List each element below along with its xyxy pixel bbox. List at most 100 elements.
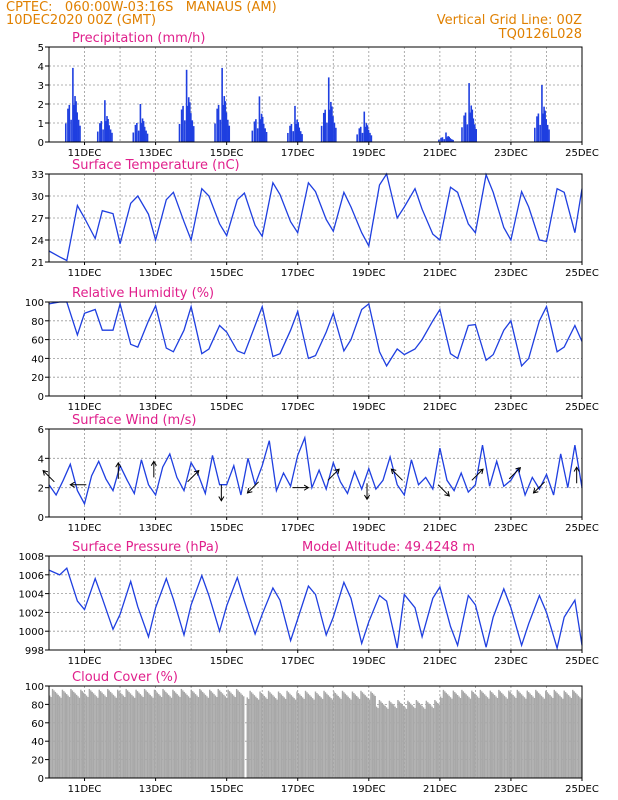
cloud-bar xyxy=(307,693,310,778)
cloud-bar xyxy=(336,694,338,778)
cloud-bar xyxy=(523,697,526,778)
cloud-bar xyxy=(415,699,418,778)
cloud-bar xyxy=(156,692,159,778)
cloud-bar xyxy=(58,696,61,778)
x-tick-label: 21DEC xyxy=(423,268,457,279)
cloud-bar xyxy=(289,693,291,778)
cloud-bar xyxy=(479,689,482,778)
precip-bar xyxy=(356,134,358,142)
cloud-bar xyxy=(141,695,143,778)
precip-bar xyxy=(299,131,302,142)
precip-bar xyxy=(440,137,442,142)
cloud-bar xyxy=(377,708,379,778)
cloud-bar xyxy=(92,693,95,778)
cloud-bar xyxy=(454,692,456,778)
cloud-bar xyxy=(485,695,487,778)
precip-bar xyxy=(534,127,536,142)
cloud-bar xyxy=(180,688,183,778)
cloud-bar xyxy=(148,693,150,778)
cloud-bar xyxy=(388,700,391,778)
cloud-bar xyxy=(57,694,59,778)
cloud-bar xyxy=(488,698,490,778)
cloud-bar xyxy=(375,706,378,778)
cloud-bar xyxy=(247,698,250,778)
cloud-bar xyxy=(437,702,439,778)
precip-bar xyxy=(473,124,476,142)
cloud-bar xyxy=(287,692,290,778)
precip-bar xyxy=(445,132,447,142)
cloud-bar xyxy=(91,691,93,778)
cloud-bar xyxy=(206,696,208,778)
cloud-bar xyxy=(381,702,384,778)
panel-title: Surface Pressure (hPa) xyxy=(72,540,219,555)
precip-bar xyxy=(134,124,137,142)
cloud-bar xyxy=(145,690,147,778)
cloud-bar xyxy=(255,696,257,778)
series-line xyxy=(48,435,583,506)
precip-bar xyxy=(143,126,146,142)
precip-bar xyxy=(100,121,103,142)
precip-bar xyxy=(255,119,257,142)
precip-bar xyxy=(463,115,465,142)
cloud-bar xyxy=(104,695,106,778)
precip-bar xyxy=(258,96,261,142)
precip-bar xyxy=(225,112,228,142)
cloud-bar xyxy=(303,698,305,778)
cloud-bar xyxy=(172,689,174,778)
cloud-bar xyxy=(162,688,164,778)
precip-bar xyxy=(466,124,469,142)
cloud-bar xyxy=(224,696,227,778)
cloud-bar xyxy=(296,691,298,778)
cloud-bar xyxy=(169,696,171,778)
cloud-bar xyxy=(329,696,331,778)
x-tick-label: 21DEC xyxy=(423,784,457,795)
cloud-bar xyxy=(61,689,64,778)
precip-bar xyxy=(331,106,333,142)
precip-bar xyxy=(190,113,192,142)
cloud-bar xyxy=(241,694,244,778)
precip-bar xyxy=(536,116,538,142)
cloud-bar xyxy=(338,697,341,778)
cloud-bar xyxy=(304,690,307,778)
cloud-bar xyxy=(184,693,187,778)
cloud-bar xyxy=(513,696,516,778)
precip-bar xyxy=(369,132,371,142)
cloud-bar xyxy=(579,697,581,778)
x-tick-label: 23DEC xyxy=(494,656,528,667)
precip-bar xyxy=(329,109,331,142)
x-tick-label: 17DEC xyxy=(281,402,315,413)
cloud-bar xyxy=(564,692,567,778)
precip-bar xyxy=(104,100,106,142)
y-tick-label: 1002 xyxy=(19,608,44,619)
precip-bar xyxy=(191,120,194,142)
precip-bar xyxy=(227,119,229,142)
cloud-bar xyxy=(142,697,144,778)
cloud-bar xyxy=(87,697,89,778)
precip-bar xyxy=(448,136,450,142)
series-line xyxy=(48,172,583,262)
precip-bar xyxy=(548,129,550,142)
cloud-bar xyxy=(211,692,214,778)
precip-bar xyxy=(364,126,367,142)
header-grid-note: Vertical Grid Line: 00Z xyxy=(436,13,582,28)
y-tick-label: 33 xyxy=(31,170,44,181)
cloud-bar xyxy=(214,695,217,778)
cloud-bar xyxy=(235,688,238,778)
x-tick-label: 19DEC xyxy=(352,656,386,667)
cloud-bar xyxy=(175,692,177,778)
cloud-bar xyxy=(221,693,224,778)
y-tick-label: 1000 xyxy=(19,627,44,638)
cloud-bar xyxy=(461,689,463,778)
cloud-bar xyxy=(85,695,88,778)
precip-bar xyxy=(64,123,67,142)
cloud-bar xyxy=(284,698,287,778)
cloud-bar xyxy=(170,697,173,778)
precip-bar xyxy=(358,128,361,142)
cloud-bar xyxy=(111,693,113,778)
cloud-bar xyxy=(371,692,374,778)
cloud-bar xyxy=(387,708,389,778)
cloud-bar xyxy=(67,695,69,778)
y-tick-label: 20 xyxy=(31,756,44,767)
cloud-bar xyxy=(385,707,388,778)
wind-vector xyxy=(187,470,200,483)
